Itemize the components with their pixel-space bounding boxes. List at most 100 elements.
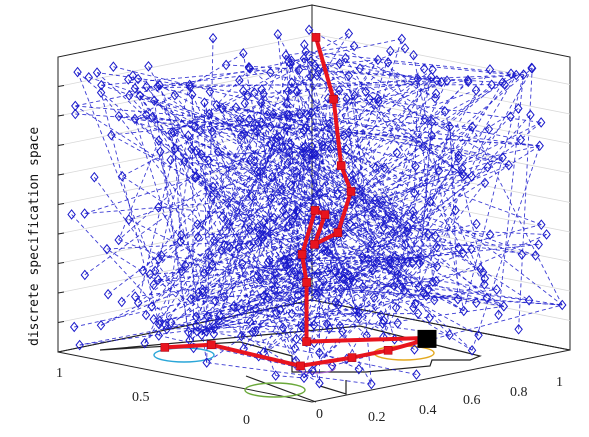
- tree-node: [480, 177, 490, 189]
- tree-edge: [328, 124, 395, 340]
- tree-node: [293, 289, 303, 301]
- tree-node: [338, 326, 347, 337]
- tree-edge: [216, 104, 542, 226]
- tree-edge: [281, 188, 438, 267]
- tree-edge: [158, 279, 304, 329]
- tree-edge: [259, 148, 331, 280]
- tree-node: [350, 90, 359, 102]
- tree-edge: [113, 66, 262, 104]
- tree-node: [445, 329, 454, 341]
- x-axis-ticks: 0 0.2 0.4 0.6 0.8 1: [316, 375, 563, 425]
- tree-node: [286, 58, 295, 70]
- tree-edge: [263, 98, 379, 353]
- tree-edge: [348, 224, 542, 276]
- tree-edge: [383, 226, 547, 235]
- tree-node: [506, 68, 516, 79]
- tree-node: [485, 229, 495, 240]
- tree-node: [308, 365, 317, 377]
- tree-node: [149, 313, 158, 325]
- tree-node: [500, 79, 509, 91]
- tree-edge: [335, 126, 473, 303]
- tree-node: [155, 79, 164, 91]
- tree-node: [415, 257, 424, 269]
- tree-edge: [84, 159, 251, 215]
- tree-node: [299, 125, 309, 136]
- tree-node: [312, 70, 322, 81]
- tree-node: [531, 250, 540, 261]
- tree-edge: [128, 219, 292, 302]
- tree-edge: [174, 94, 336, 303]
- tree-edge: [93, 176, 207, 332]
- tree-node: [290, 342, 300, 354]
- tree-edge: [243, 190, 361, 350]
- tree-edge: [498, 74, 524, 315]
- tree-edge: [303, 154, 317, 309]
- tree-node: [408, 205, 418, 217]
- tree-edge: [75, 105, 309, 255]
- path-node: [346, 187, 356, 196]
- tree-edge: [238, 74, 517, 249]
- z-tick-mark: [57, 85, 65, 87]
- tree-node: [369, 208, 378, 219]
- tree-node: [243, 90, 253, 101]
- tree-edge: [326, 73, 512, 223]
- tree-edge: [286, 103, 359, 317]
- tree-edge: [351, 154, 459, 202]
- tree-node: [154, 253, 164, 265]
- tree-node: [263, 292, 273, 304]
- path-node: [310, 206, 320, 215]
- tree-edge: [309, 244, 539, 248]
- tree-node: [341, 144, 351, 155]
- tree-edge: [305, 51, 342, 290]
- tree-edge: [358, 234, 547, 318]
- tree-node: [309, 319, 319, 331]
- tree-edge: [296, 171, 450, 336]
- tree-node: [494, 309, 503, 321]
- tree-node: [302, 108, 312, 120]
- tree-node: [463, 74, 473, 86]
- tree-node: [325, 323, 334, 334]
- tree-edge: [286, 223, 477, 267]
- tree-node: [341, 52, 350, 64]
- tree-node: [269, 212, 279, 224]
- x-tick-4: 0.8: [510, 385, 528, 400]
- tree-edge: [171, 60, 312, 134]
- tree-node: [451, 204, 460, 216]
- tree-node: [480, 272, 490, 284]
- tree-edge: [305, 51, 418, 80]
- tree-edge: [300, 248, 472, 277]
- tree-edge: [158, 279, 563, 306]
- tree-edge: [195, 150, 505, 307]
- tree-node: [128, 70, 138, 81]
- tree-edge: [305, 101, 379, 129]
- tree-node: [499, 301, 509, 312]
- tree-node: [519, 69, 528, 80]
- tree-node: [397, 33, 407, 45]
- tree-edge: [77, 71, 156, 272]
- tree-node: [386, 45, 395, 57]
- tree-node: [418, 141, 428, 153]
- tree-node: [281, 209, 291, 221]
- path-node: [296, 361, 305, 371]
- tree-node: [190, 121, 199, 133]
- y-axis-ticks: 0 0.5 1: [56, 366, 250, 428]
- tree-node: [342, 93, 351, 105]
- tree-node: [409, 212, 418, 224]
- tree-edge: [413, 283, 485, 309]
- tree-node: [285, 257, 295, 269]
- tree-node: [333, 188, 342, 200]
- tree-node: [250, 87, 259, 98]
- tree-edge: [275, 375, 305, 379]
- tree-node: [542, 229, 551, 240]
- tree-edge: [265, 91, 298, 231]
- tree-node: [349, 40, 359, 52]
- tree-edge: [277, 34, 430, 319]
- tree-edge: [289, 151, 353, 182]
- tree-edge: [134, 53, 244, 120]
- search-tree: [67, 24, 567, 390]
- tree-node: [430, 92, 440, 104]
- tree-node: [326, 143, 335, 154]
- tree-node: [272, 132, 281, 144]
- tree-node: [345, 218, 355, 230]
- tree-node: [369, 292, 379, 303]
